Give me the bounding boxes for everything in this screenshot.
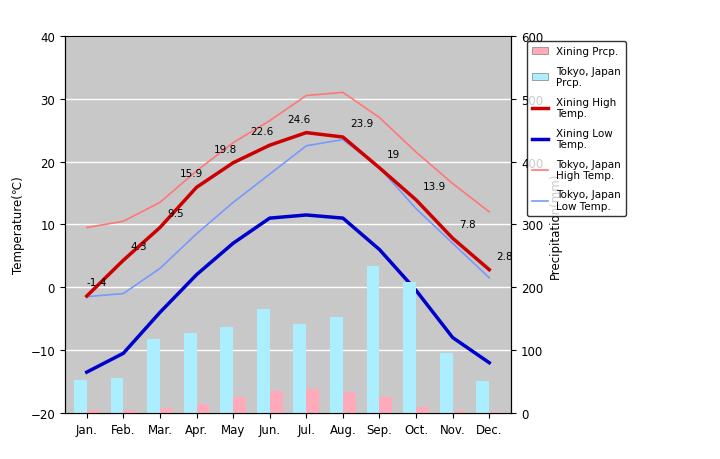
Bar xyxy=(403,283,416,413)
Y-axis label: Precipitation(mm): Precipitation(mm) xyxy=(549,172,562,278)
Xining Low
Temp. xyxy=(156,310,164,315)
Xining High
Temp. xyxy=(375,166,384,171)
Bar xyxy=(294,324,306,413)
Xining Low
Temp. xyxy=(302,213,310,218)
Bar xyxy=(379,397,392,413)
Tokyo, Japan
High Temp. xyxy=(412,150,420,156)
Xining High
Temp. xyxy=(338,135,347,140)
Bar xyxy=(233,397,246,413)
Tokyo, Japan
Low Temp. xyxy=(192,231,201,237)
Xining Low
Temp. xyxy=(485,360,494,366)
Xining Low
Temp. xyxy=(192,272,201,278)
Xining High
Temp. xyxy=(266,143,274,149)
Xining High
Temp. xyxy=(156,225,164,231)
Text: 19.8: 19.8 xyxy=(214,145,237,154)
Text: 24.6: 24.6 xyxy=(287,114,310,124)
Text: 9.5: 9.5 xyxy=(167,209,184,219)
Bar xyxy=(440,353,453,413)
Xining Low
Temp. xyxy=(82,369,91,375)
Legend: Xining Prcp., Tokyo, Japan
Prcp., Xining High
Temp., Xining Low
Temp., Tokyo, Ja: Xining Prcp., Tokyo, Japan Prcp., Xining… xyxy=(527,42,626,217)
Tokyo, Japan
Low Temp. xyxy=(156,266,164,272)
Text: 4.3: 4.3 xyxy=(130,241,147,252)
Xining Low
Temp. xyxy=(229,241,238,246)
Text: 19: 19 xyxy=(387,149,400,159)
Text: 7.8: 7.8 xyxy=(459,220,476,230)
Tokyo, Japan
High Temp. xyxy=(266,118,274,124)
Tokyo, Japan
Low Temp. xyxy=(412,207,420,212)
Bar xyxy=(184,333,197,413)
Tokyo, Japan
High Temp. xyxy=(229,140,238,146)
Text: 22.6: 22.6 xyxy=(251,127,274,137)
Xining High
Temp. xyxy=(82,294,91,299)
Tokyo, Japan
Low Temp. xyxy=(119,291,127,297)
Xining High
Temp. xyxy=(302,130,310,136)
Bar xyxy=(477,381,490,413)
Text: 15.9: 15.9 xyxy=(180,169,203,179)
Tokyo, Japan
High Temp. xyxy=(302,94,310,99)
Xining Low
Temp. xyxy=(119,351,127,356)
Bar xyxy=(453,411,465,413)
Line: Xining High
Temp.: Xining High Temp. xyxy=(86,133,490,297)
Xining Low
Temp. xyxy=(375,247,384,253)
Tokyo, Japan
Low Temp. xyxy=(375,166,384,171)
Bar xyxy=(160,408,173,413)
Xining High
Temp. xyxy=(119,258,127,263)
Tokyo, Japan
High Temp. xyxy=(156,200,164,206)
Bar xyxy=(123,411,136,413)
Tokyo, Japan
High Temp. xyxy=(82,225,91,231)
Xining Low
Temp. xyxy=(338,216,347,221)
Xining High
Temp. xyxy=(192,185,201,190)
Tokyo, Japan
Low Temp. xyxy=(449,241,457,246)
Tokyo, Japan
Low Temp. xyxy=(302,144,310,149)
Bar xyxy=(306,389,319,413)
Tokyo, Japan
Low Temp. xyxy=(266,172,274,178)
Bar xyxy=(111,378,123,413)
Bar xyxy=(270,391,282,413)
Text: -1.4: -1.4 xyxy=(86,277,107,287)
Text: 13.9: 13.9 xyxy=(423,181,446,191)
Tokyo, Japan
High Temp. xyxy=(192,169,201,174)
Line: Xining Low
Temp.: Xining Low Temp. xyxy=(86,215,490,372)
Bar xyxy=(74,381,86,413)
Tokyo, Japan
High Temp. xyxy=(449,181,457,187)
Tokyo, Japan
High Temp. xyxy=(485,210,494,215)
Bar xyxy=(86,410,99,413)
Tokyo, Japan
Low Temp. xyxy=(338,137,347,143)
Bar xyxy=(197,404,210,413)
Text: 23.9: 23.9 xyxy=(350,118,373,129)
Tokyo, Japan
Low Temp. xyxy=(485,275,494,281)
Line: Tokyo, Japan
Low Temp.: Tokyo, Japan Low Temp. xyxy=(86,140,490,297)
Tokyo, Japan
Low Temp. xyxy=(82,294,91,300)
Bar xyxy=(147,340,160,413)
Xining Low
Temp. xyxy=(266,216,274,221)
Y-axis label: Temperature(℃): Temperature(℃) xyxy=(12,176,24,274)
Xining High
Temp. xyxy=(449,236,457,241)
Line: Tokyo, Japan
High Temp.: Tokyo, Japan High Temp. xyxy=(86,93,490,228)
Bar xyxy=(343,392,356,413)
Tokyo, Japan
Low Temp. xyxy=(229,200,238,206)
Xining Low
Temp. xyxy=(449,335,457,341)
Bar xyxy=(366,266,379,413)
Bar xyxy=(416,407,429,413)
Tokyo, Japan
High Temp. xyxy=(338,90,347,96)
Bar xyxy=(257,309,270,413)
Text: 2.8: 2.8 xyxy=(496,251,513,261)
Bar xyxy=(220,327,233,413)
Tokyo, Japan
High Temp. xyxy=(375,116,384,121)
Xining High
Temp. xyxy=(412,198,420,203)
Tokyo, Japan
High Temp. xyxy=(119,219,127,224)
Xining High
Temp. xyxy=(229,161,238,166)
Xining High
Temp. xyxy=(485,267,494,273)
Bar xyxy=(330,318,343,413)
Xining Low
Temp. xyxy=(412,288,420,294)
